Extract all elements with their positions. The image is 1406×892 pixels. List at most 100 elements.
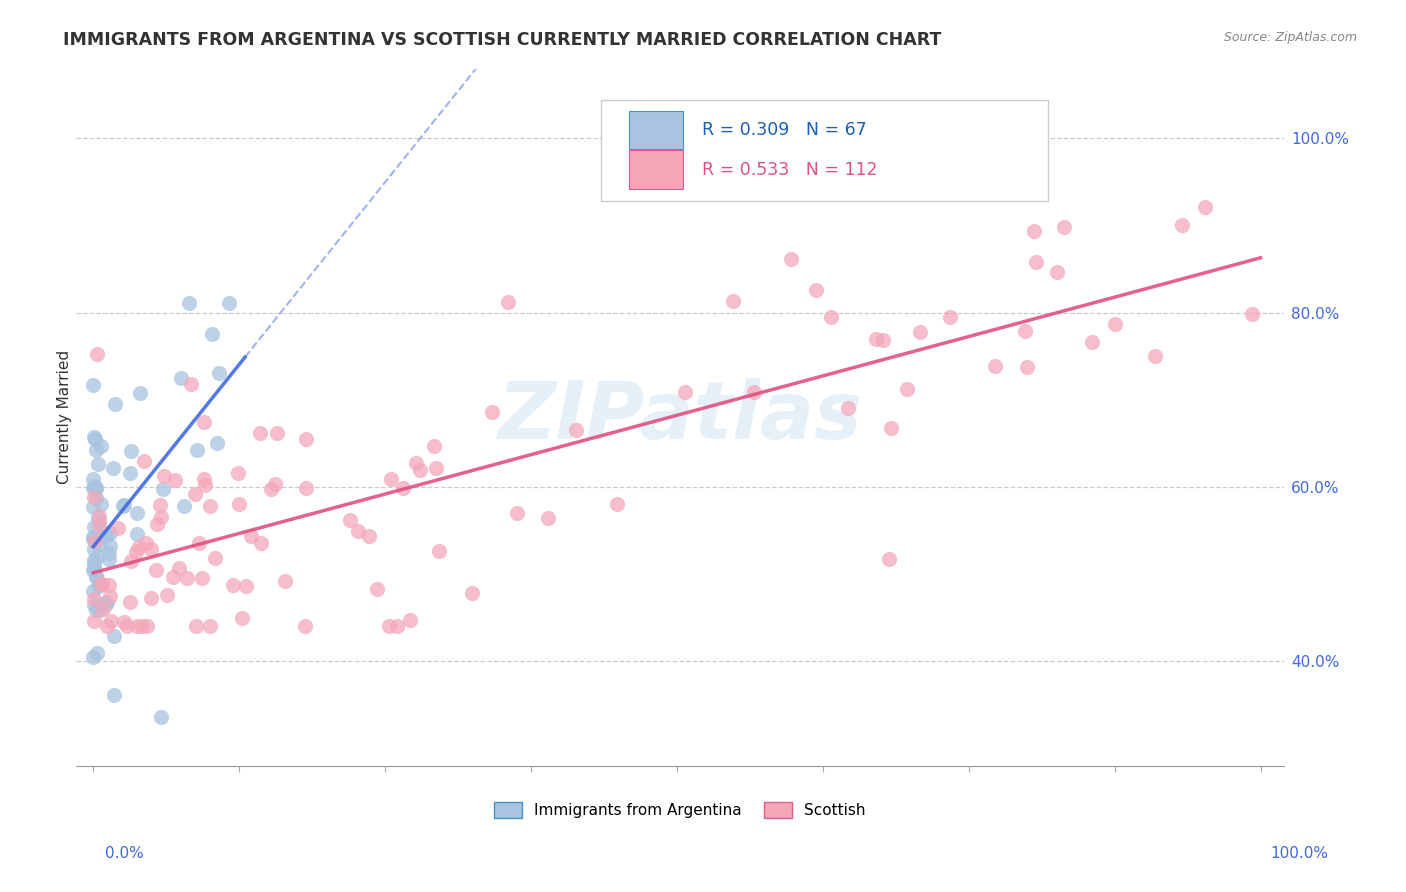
Point <box>537 511 560 525</box>
Point <box>91 577 114 591</box>
Point <box>152 482 174 496</box>
Point <box>139 591 162 605</box>
Point <box>201 327 224 342</box>
Point <box>879 551 901 566</box>
Point <box>180 376 202 391</box>
Point <box>193 472 215 486</box>
Point <box>204 550 226 565</box>
Point <box>83 432 105 446</box>
Point <box>98 552 121 566</box>
Point <box>82 472 104 486</box>
Point <box>83 520 105 534</box>
Point <box>112 498 135 512</box>
Point <box>91 597 114 611</box>
Point <box>1081 334 1104 349</box>
Point <box>87 549 110 563</box>
Point <box>149 710 172 724</box>
Point <box>1144 349 1167 363</box>
Point <box>294 619 316 633</box>
Point <box>96 529 118 543</box>
Point <box>347 524 370 538</box>
Point <box>264 476 287 491</box>
Point <box>120 444 142 458</box>
Point <box>115 619 138 633</box>
Point <box>82 532 104 546</box>
Point <box>83 557 105 571</box>
Point <box>149 510 172 524</box>
Point <box>87 511 110 525</box>
Point <box>96 526 118 541</box>
Point <box>96 595 118 609</box>
Point <box>207 435 229 450</box>
Point <box>173 499 195 513</box>
Point <box>90 439 112 453</box>
Text: 100.0%: 100.0% <box>1271 847 1329 861</box>
Point <box>84 481 107 495</box>
Point <box>153 468 176 483</box>
Point <box>184 619 207 633</box>
Text: R = 0.533   N = 112: R = 0.533 N = 112 <box>702 161 877 178</box>
Point <box>124 545 146 559</box>
Point <box>83 430 105 444</box>
Point <box>131 619 153 633</box>
Point <box>939 310 962 324</box>
Point <box>295 481 318 495</box>
Point <box>83 561 105 575</box>
Text: R = 0.309   N = 67: R = 0.309 N = 67 <box>702 121 866 139</box>
Point <box>222 578 245 592</box>
Point <box>82 500 104 514</box>
Point <box>146 516 169 531</box>
Point <box>496 295 519 310</box>
Point <box>120 554 142 568</box>
Text: ZIPatlas: ZIPatlas <box>498 378 862 456</box>
Point <box>380 472 402 486</box>
Point <box>249 425 271 440</box>
Point <box>125 506 148 520</box>
Point <box>425 461 447 475</box>
Point <box>231 610 253 624</box>
Point <box>193 415 215 429</box>
Point <box>83 478 105 492</box>
Point <box>82 650 104 665</box>
Point <box>84 443 107 458</box>
Point <box>385 619 408 633</box>
Point <box>405 456 427 470</box>
Point <box>184 486 207 500</box>
Point <box>162 569 184 583</box>
FancyBboxPatch shape <box>602 100 1049 201</box>
Point <box>86 646 108 660</box>
Point <box>98 578 121 592</box>
Point <box>506 506 529 520</box>
Point <box>194 478 217 492</box>
Point <box>250 536 273 550</box>
Point <box>90 576 112 591</box>
Point <box>239 529 262 543</box>
Point <box>100 614 122 628</box>
Point <box>208 367 231 381</box>
Point <box>1046 265 1069 279</box>
Point <box>107 521 129 535</box>
Point <box>391 481 413 495</box>
Point <box>83 531 105 545</box>
Point <box>837 401 859 415</box>
Text: 0.0%: 0.0% <box>105 847 145 861</box>
Point <box>86 346 108 360</box>
Point <box>399 613 422 627</box>
Point <box>198 499 221 513</box>
Point <box>780 252 803 267</box>
Point <box>90 498 112 512</box>
Point <box>82 584 104 599</box>
Point <box>742 385 765 400</box>
Point <box>156 588 179 602</box>
Point <box>83 553 105 567</box>
Point <box>170 370 193 384</box>
Point <box>673 384 696 399</box>
Point <box>82 563 104 577</box>
Point <box>294 432 316 446</box>
Point <box>84 569 107 583</box>
Point <box>96 619 118 633</box>
Point <box>98 525 121 540</box>
Point <box>176 571 198 585</box>
Point <box>198 619 221 633</box>
Point <box>84 533 107 548</box>
